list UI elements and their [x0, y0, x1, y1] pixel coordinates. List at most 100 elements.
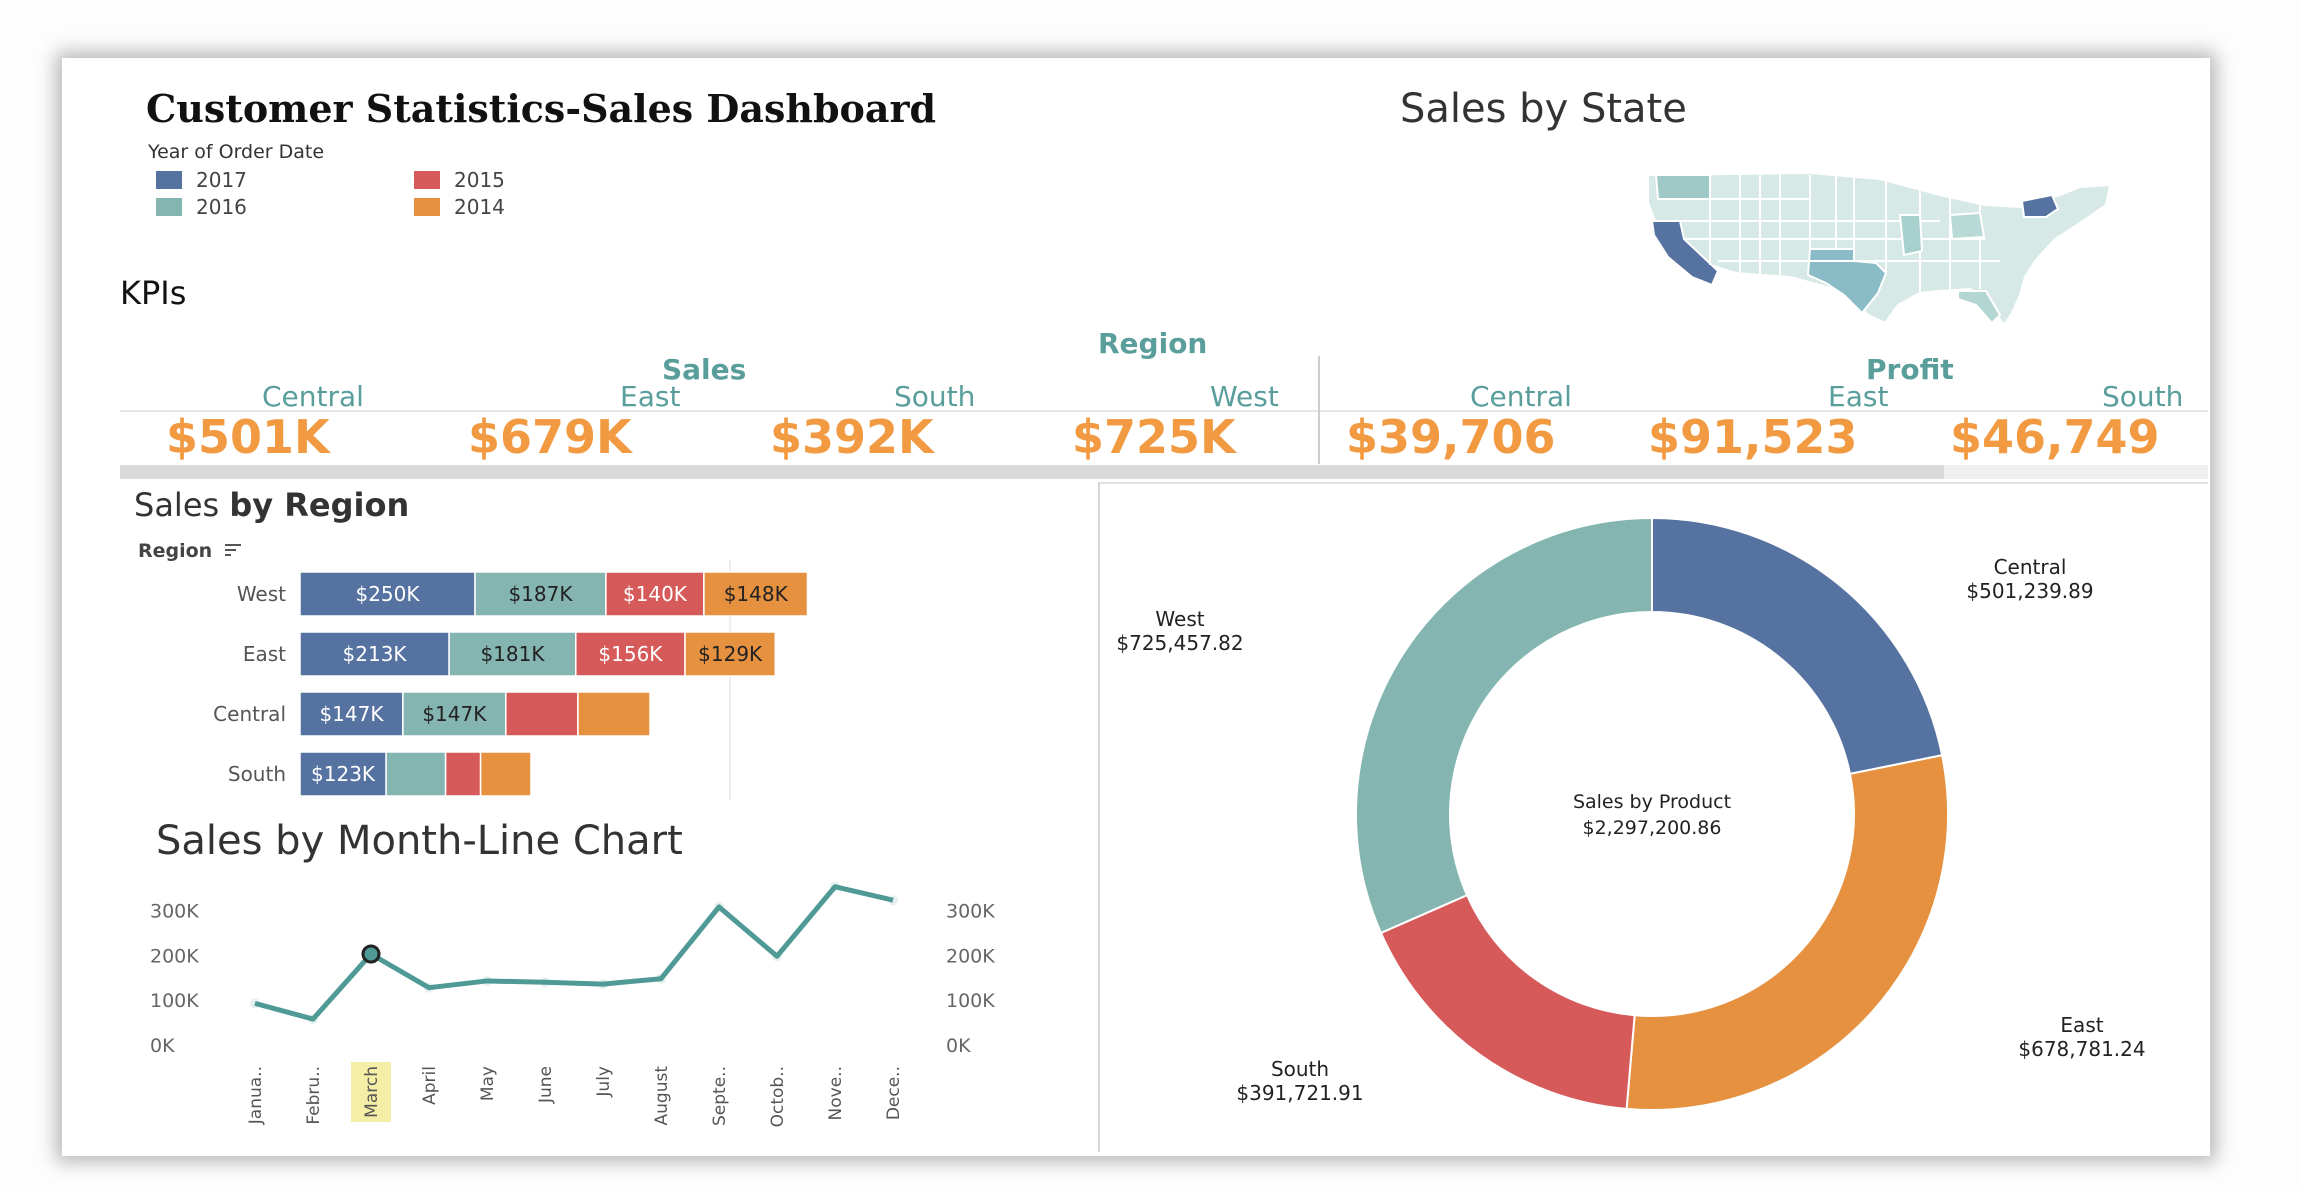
kpi-profit-value-south: $46,749: [1950, 410, 2160, 464]
legend-item-2016[interactable]: 2016: [156, 195, 247, 219]
legend-label: 2016: [196, 195, 247, 219]
kpi-sales-region-east: East: [620, 380, 681, 413]
bar-segment[interactable]: [605, 571, 705, 617]
bar-segment[interactable]: [703, 571, 809, 617]
bar-segment[interactable]: [299, 571, 476, 617]
x-tick-label: Dece..: [884, 1066, 904, 1120]
state-illinois-region: [1898, 214, 1924, 257]
kpi-sales-profit-divider: [1318, 356, 1320, 464]
donut-slice-value: $391,721.91: [1236, 1081, 1363, 1105]
legend-label: 2014: [454, 195, 505, 219]
bar-segment[interactable]: [575, 631, 686, 677]
line-point[interactable]: [424, 982, 434, 993]
kpi-sales-value-south: $392K: [770, 410, 934, 464]
x-tick-label: July: [594, 1066, 614, 1098]
donut-slice[interactable]: [1355, 516, 1653, 935]
legend-swatch: [156, 171, 182, 189]
line-chart-title: Sales by Month-Line Chart: [156, 818, 683, 864]
state-map-title: Sales by State: [1400, 86, 1687, 132]
y-tick-label-right: 0K: [946, 1035, 971, 1057]
bar-data-label: $129K: [698, 642, 763, 666]
bar-data-label: $148K: [724, 582, 789, 606]
us-state-map[interactable]: [1640, 165, 2130, 335]
kpi-sales-region-south: South: [894, 380, 976, 413]
bar-segment[interactable]: [684, 631, 777, 677]
month-line-chart[interactable]: 0K 0K 100K 100K 200K 200K 300K 300K Janua.. Febru…: [120, 870, 1060, 1150]
legend-swatch: [414, 198, 440, 216]
donut-slice[interactable]: [1625, 754, 1949, 1111]
line-point[interactable]: [308, 1014, 318, 1025]
donut-slice-label: Central: [1994, 555, 2067, 579]
line-point-highlight[interactable]: [361, 944, 381, 964]
kpi-profit-region-east: East: [1828, 380, 1889, 413]
y-tick-label-left: 200K: [150, 945, 199, 967]
dashboard-title: Customer Statistics-Sales Dashboard: [146, 86, 937, 131]
state-california: [1650, 220, 1720, 287]
line-point[interactable]: [540, 977, 550, 988]
product-donut-chart[interactable]: Central$501,239.89 East$678,781.24 South$3…: [1100, 484, 2208, 1152]
line-point[interactable]: [482, 975, 492, 986]
donut-center-label: Sales by Product: [1573, 791, 1731, 813]
bar-segment[interactable]: [385, 751, 447, 797]
legend-label: 2015: [454, 168, 505, 192]
line-point[interactable]: [656, 973, 666, 984]
line-point[interactable]: [714, 901, 724, 912]
legend-item-2017[interactable]: 2017: [156, 168, 247, 192]
bar-data-label: $187K: [508, 582, 573, 606]
bar-segment[interactable]: [505, 691, 579, 737]
x-tick-label: Septe..: [710, 1066, 730, 1126]
state-ohio-region: [1948, 211, 1986, 241]
region-axis-header[interactable]: Region: [138, 540, 243, 562]
donut-center-value: $2,297,200.86: [1582, 817, 1721, 839]
x-tick-label: May: [478, 1066, 498, 1101]
bar-segment[interactable]: [479, 751, 532, 797]
line-series[interactable]: [254, 884, 894, 1022]
legend-swatch: [156, 198, 182, 216]
bar-category-label: South: [228, 762, 286, 786]
region-chart-title-plain: Sales: [134, 486, 230, 524]
us-map-outline: [1647, 171, 2112, 327]
x-tick-label: August: [652, 1066, 672, 1126]
bar-data-label: $147K: [422, 702, 487, 726]
donut-slice[interactable]: [1379, 893, 1636, 1110]
bar-data-label: $250K: [355, 582, 420, 606]
bar-segment[interactable]: [577, 691, 651, 737]
y-tick-label-left: 100K: [150, 990, 199, 1012]
line-point[interactable]: [250, 998, 260, 1009]
region-bar-chart[interactable]: West $250K $187K $140K $148K East $213K $181K $1…: [120, 560, 880, 800]
bar-segment[interactable]: [299, 751, 387, 797]
line-point[interactable]: [772, 951, 782, 962]
donut-slice-label: South: [1271, 1057, 1329, 1081]
state-texas: [1806, 248, 1888, 315]
donut-slice[interactable]: [1651, 516, 1944, 776]
bar-segment[interactable]: [299, 631, 450, 677]
y-tick-label-right: 100K: [946, 990, 995, 1012]
kpis-label: KPIs: [120, 274, 187, 312]
legend-label: 2017: [196, 168, 247, 192]
donut-slice-value: $725,457.82: [1116, 631, 1243, 655]
kpi-sales-value-east: $679K: [468, 410, 632, 464]
legend-swatch: [414, 171, 440, 189]
y-tick-label-left: 300K: [150, 900, 199, 922]
bar-data-label: $181K: [480, 642, 545, 666]
legend-title: Year of Order Date: [148, 141, 325, 163]
sort-icon[interactable]: [223, 540, 243, 562]
legend-item-2015[interactable]: 2015: [414, 168, 505, 192]
kpi-profit-header: Profit: [1866, 353, 1954, 386]
bar-segment[interactable]: [444, 751, 482, 797]
y-tick-label-right: 200K: [946, 945, 995, 967]
x-tick-label: Nove..: [826, 1066, 846, 1120]
kpi-scrollbar-thumb[interactable]: [120, 465, 1944, 479]
kpi-profit-region-south: South: [2102, 380, 2184, 413]
kpi-profit-value-east: $91,523: [1648, 410, 1858, 464]
bar-data-label: $147K: [319, 702, 384, 726]
line-point[interactable]: [830, 881, 840, 892]
highlight-month-bg: [351, 1062, 391, 1122]
kpi-profit-region-central: Central: [1470, 380, 1572, 413]
line-point[interactable]: [598, 979, 608, 990]
legend-item-2014[interactable]: 2014: [414, 195, 505, 219]
region-axis-label: Region: [138, 540, 213, 562]
line-point[interactable]: [888, 895, 898, 906]
kpi-profit-value-central: $39,706: [1346, 410, 1556, 464]
bar-segment[interactable]: [299, 691, 404, 737]
